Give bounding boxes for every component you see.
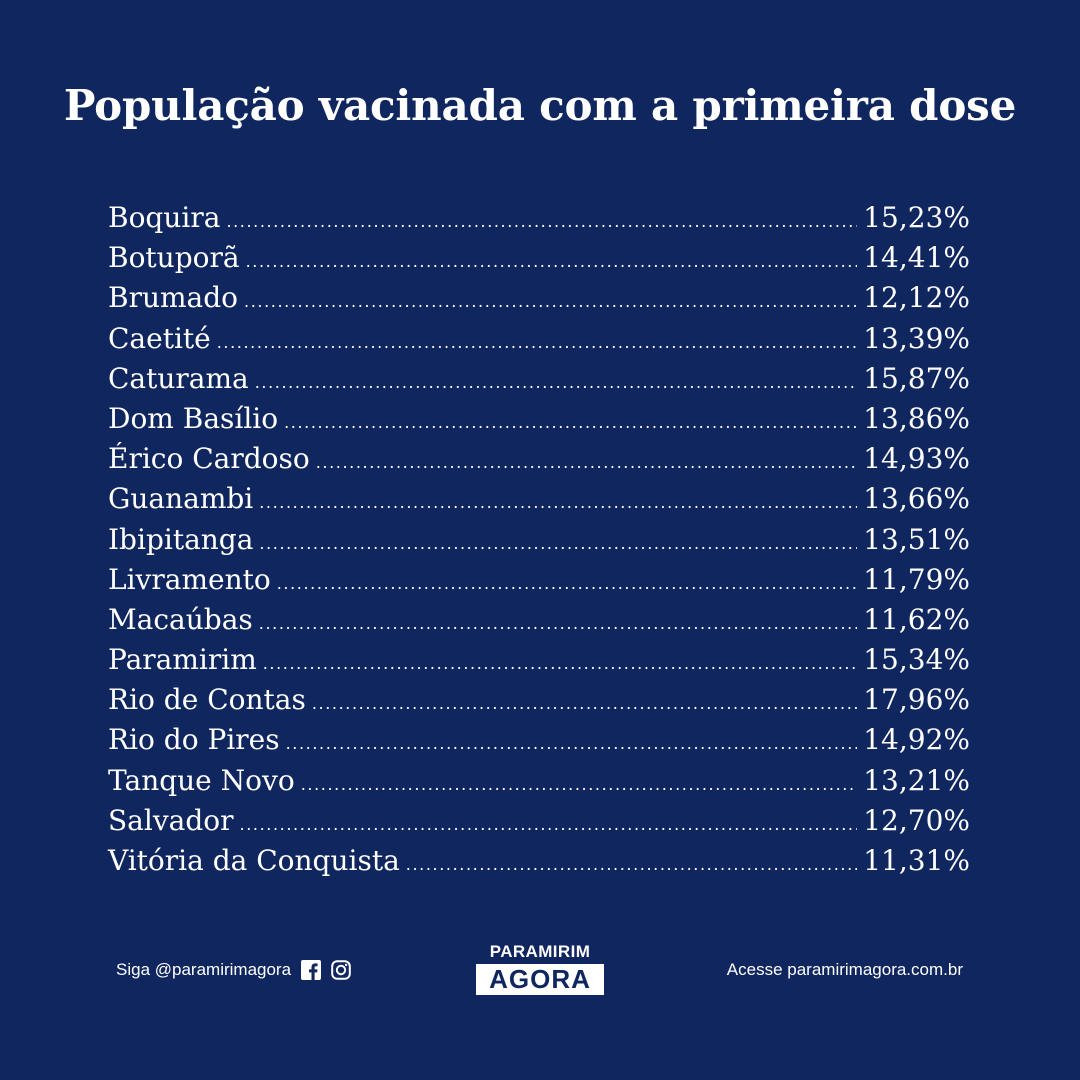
city-name: Macaúbas bbox=[108, 602, 253, 636]
list-item: Botuporã 14,41% bbox=[108, 238, 970, 278]
list-item: Boquira 15,23% bbox=[108, 198, 970, 238]
list-item: Caetité 13,39% bbox=[108, 319, 970, 359]
city-name: Rio de Contas bbox=[108, 683, 306, 717]
city-percentage: 11,31% bbox=[863, 844, 970, 877]
city-percentage: 13,21% bbox=[863, 763, 970, 797]
city-name: Guanambi bbox=[108, 482, 254, 516]
facebook-icon[interactable] bbox=[301, 960, 322, 980]
site-link[interactable]: Acesse paramirimagora.com.br bbox=[726, 960, 963, 979]
dot-leader bbox=[259, 524, 857, 564]
city-name: Érico Cardoso bbox=[108, 442, 310, 476]
city-name: Caetité bbox=[108, 321, 211, 355]
paramirim-agora-logo: PARAMIRIM AGORA bbox=[476, 942, 604, 996]
city-percentage: 11,79% bbox=[863, 562, 970, 596]
city-name: Rio do Pires bbox=[108, 723, 280, 757]
dot-leader bbox=[255, 363, 858, 403]
city-name: Tanque Novo bbox=[108, 763, 295, 797]
list-item: Érico Cardoso 14,93% bbox=[108, 439, 970, 479]
dot-leader bbox=[277, 564, 858, 604]
dot-leader bbox=[316, 443, 858, 483]
city-percentage: 11,62% bbox=[863, 602, 970, 636]
dot-leader bbox=[312, 684, 857, 724]
list-item: Macaúbas 11,62% bbox=[108, 600, 970, 640]
city-percentage: 13,51% bbox=[863, 522, 970, 556]
list-item: Guanambi 13,66% bbox=[108, 479, 970, 519]
city-name: Vitória da Conquista bbox=[108, 844, 400, 877]
city-percentage: 12,70% bbox=[863, 803, 970, 837]
vaccination-list: Boquira 15,23% Botuporã 14,41% Brumado 12,1… bbox=[108, 198, 970, 881]
city-percentage: 15,23% bbox=[863, 201, 970, 234]
city-name: Caturama bbox=[108, 361, 249, 395]
list-item: Rio de Contas 17,96% bbox=[108, 680, 970, 720]
dot-leader bbox=[259, 604, 857, 644]
city-name: Salvador bbox=[108, 803, 234, 837]
city-percentage: 13,66% bbox=[863, 482, 970, 516]
dot-leader bbox=[240, 805, 858, 845]
list-item: Brumado 12,12% bbox=[108, 278, 970, 318]
city-name: Ibipitanga bbox=[108, 522, 254, 556]
dot-leader bbox=[259, 483, 857, 523]
list-item: Ibipitanga 13,51% bbox=[108, 520, 970, 560]
list-item: Vitória da Conquista 11,31% bbox=[108, 841, 970, 881]
city-name: Livramento bbox=[108, 562, 271, 596]
logo-top-text: PARAMIRIM bbox=[489, 942, 591, 961]
dot-leader bbox=[263, 644, 857, 684]
dot-leader bbox=[286, 724, 858, 764]
page-title: População vacinada com a primeira dose bbox=[63, 81, 1017, 130]
list-item: Salvador 12,70% bbox=[108, 801, 970, 841]
dot-leader bbox=[246, 242, 858, 282]
city-name: Dom Basílio bbox=[108, 401, 279, 435]
dot-leader bbox=[301, 765, 858, 805]
city-percentage: 17,96% bbox=[863, 683, 970, 717]
dot-leader bbox=[226, 202, 857, 242]
city-percentage: 15,87% bbox=[863, 361, 970, 395]
list-item: Caturama 15,87% bbox=[108, 359, 970, 399]
instagram-icon[interactable] bbox=[331, 960, 351, 980]
list-item: Dom Basílio 13,86% bbox=[108, 399, 970, 439]
city-percentage: 13,39% bbox=[863, 321, 970, 355]
city-percentage: 14,41% bbox=[863, 241, 970, 275]
city-percentage: 14,93% bbox=[863, 442, 970, 476]
dot-leader bbox=[284, 403, 857, 443]
city-percentage: 12,12% bbox=[863, 281, 970, 315]
dot-leader bbox=[406, 845, 857, 885]
logo-bottom-text: AGORA bbox=[476, 964, 604, 995]
city-name: Botuporã bbox=[108, 241, 240, 275]
city-percentage: 13,86% bbox=[863, 401, 970, 435]
follow-text: Siga @paramirimagora bbox=[116, 960, 292, 979]
dot-leader bbox=[217, 323, 858, 363]
follow-section: Siga @paramirimagora bbox=[116, 958, 351, 982]
list-item: Tanque Novo 13,21% bbox=[108, 761, 970, 801]
city-name: Boquira bbox=[108, 201, 221, 234]
list-item: Livramento 11,79% bbox=[108, 560, 970, 600]
list-item: Rio do Pires 14,92% bbox=[108, 720, 970, 760]
city-name: Paramirim bbox=[108, 643, 257, 677]
dot-leader bbox=[244, 282, 857, 322]
list-item: Paramirim 15,34% bbox=[108, 640, 970, 680]
city-name: Brumado bbox=[108, 281, 239, 315]
city-percentage: 15,34% bbox=[863, 643, 970, 677]
city-percentage: 14,92% bbox=[863, 723, 970, 757]
